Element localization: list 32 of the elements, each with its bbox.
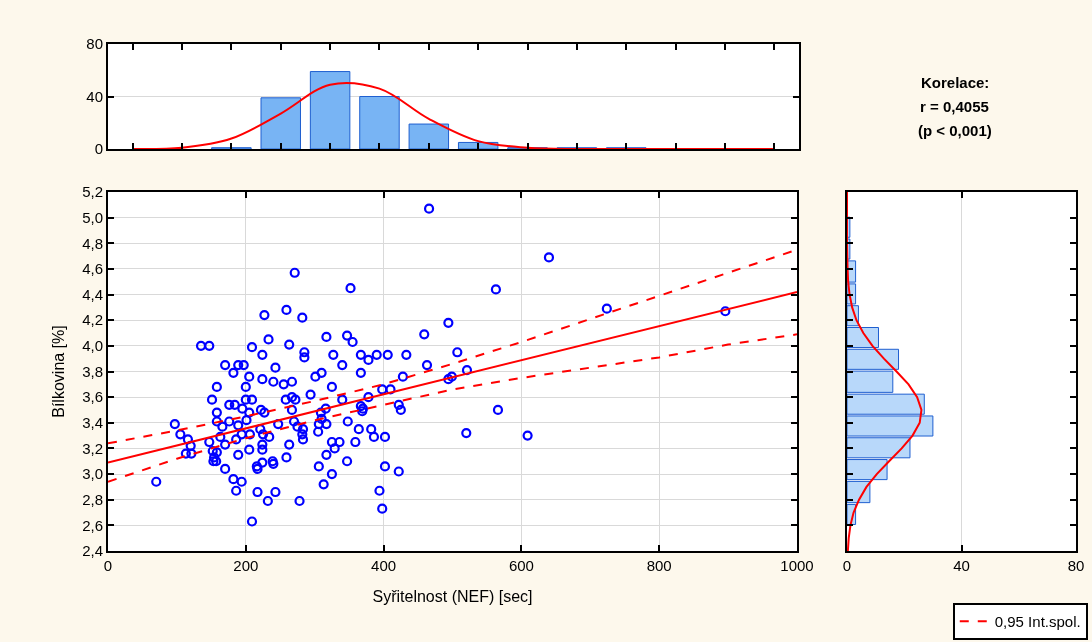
x-tick-label: 0 (842, 557, 852, 574)
x-tick-label: 1000 (780, 557, 814, 574)
y-tick-label: 4,0 (82, 337, 103, 355)
y-tick-label: 5,2 (82, 183, 103, 201)
text: r = 0,4055 (920, 98, 989, 115)
y-tick-label: 2,6 (82, 516, 103, 534)
y-tick-label: 4,4 (82, 285, 103, 303)
y-tick-label: 4,8 (82, 234, 103, 252)
x-tick-label: 200 (233, 557, 259, 574)
y-tick-label: 40 (86, 87, 103, 105)
legend-label: 0,95 Int.spol. (994, 613, 1081, 631)
text: Korelace: (921, 74, 990, 91)
x-tick-label: 400 (371, 557, 397, 574)
y-tick-label: 0 (94, 140, 103, 158)
y-tick-label: 4,6 (82, 260, 103, 278)
text: (p < 0,001) (918, 122, 992, 139)
x-tick-label: 600 (508, 557, 534, 574)
x-tick-label: 80 (1067, 557, 1085, 574)
y-tick-label: 5,0 (82, 208, 103, 226)
x-tick-label: 40 (953, 557, 970, 574)
y-tick-label: 3,4 (82, 414, 103, 432)
y-tick-label: 2,4 (82, 542, 103, 560)
y-tick-label: 2,8 (82, 490, 103, 508)
y-tick-label: 80 (86, 35, 103, 53)
y-tick-label: 4,2 (82, 311, 103, 329)
y-axis-title: Bílkovina [%] (49, 325, 67, 418)
y-tick-label: 3,6 (82, 388, 103, 406)
x-axis-title: Syřitelnost (NEF) [sec] (372, 588, 533, 606)
y-tick-label: 3,0 (82, 465, 103, 483)
x-tick-label: 800 (646, 557, 672, 574)
y-tick-label: 3,2 (82, 439, 103, 457)
y-tick-label: 3,8 (82, 362, 103, 380)
